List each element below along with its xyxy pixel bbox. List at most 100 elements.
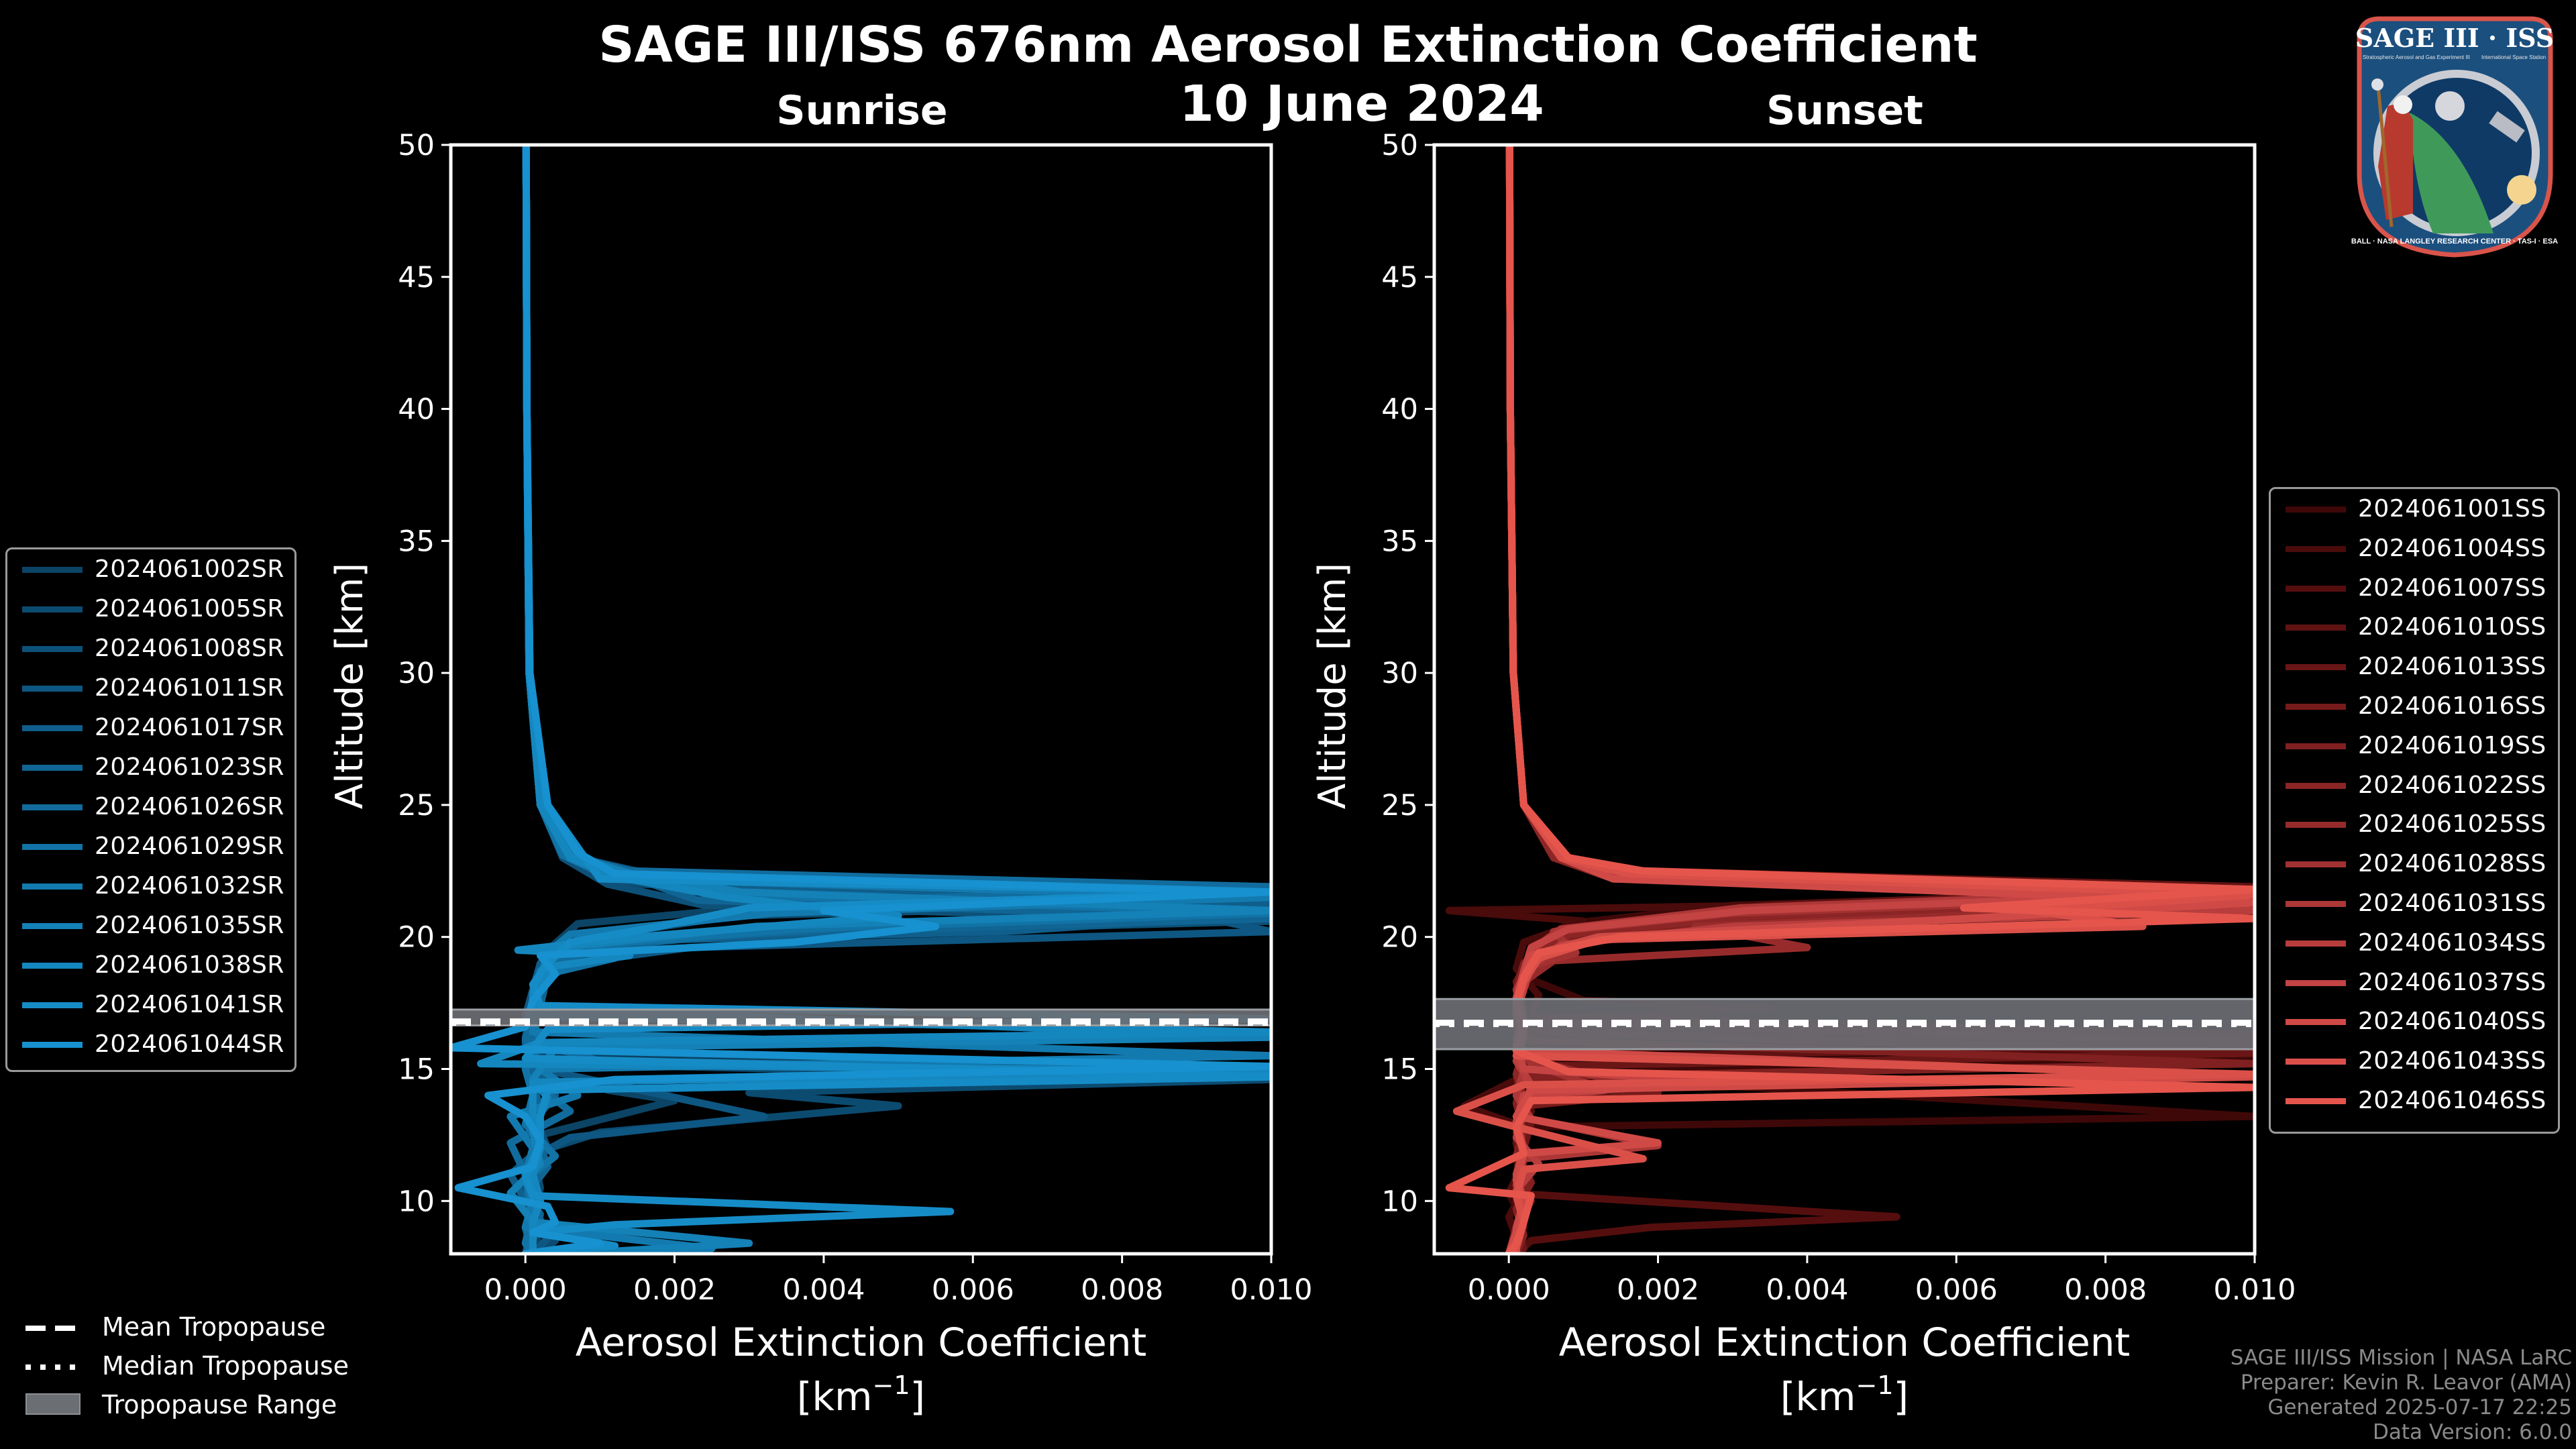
legend-label: 2024061022SS [2358,771,2546,799]
sunset-panel-title: Sunset [1766,87,1923,134]
logo-earth-icon [2410,113,2493,233]
logo-subtitle-left: Stratospheric Aerosol and Gas Experiment… [2363,54,2470,60]
axes-frame [1432,143,2257,1256]
legend-item-2024061002SR: 2024061002SR [7,556,294,583]
legend-item-2024061011SR: 2024061011SR [7,675,294,702]
legend-line-swatch-icon [2286,545,2346,552]
x-tick-label: 0.006 [1915,1273,1998,1307]
y-axis-label: Altitude [km] [328,563,372,809]
x-tick-label: 0.000 [484,1273,567,1307]
dotted-line-icon [25,1364,80,1370]
credit-mission: SAGE III/ISS Mission | NASA LaRC [2230,1346,2572,1370]
profile-line-2024061044SR [451,145,1271,1254]
legend-line-swatch-icon [2286,861,2346,868]
x-tick-label: 0.010 [2213,1273,2296,1307]
legend-line-swatch-icon [2286,625,2346,631]
y-tick-label: 20 [1381,921,1418,955]
legend-item-2024061044SR: 2024061044SR [7,1031,294,1058]
legend-item-2024061004SS: 2024061004SS [2271,535,2558,562]
legend-label: 2024061001SS [2358,495,2546,523]
x-tick-label: 0.000 [1468,1273,1550,1307]
x-tick-label: 0.002 [633,1273,716,1307]
legend-line-swatch-icon [2286,585,2346,592]
logo-title: SAGE III · ISS [2355,23,2554,53]
legend-line-swatch-icon [2286,664,2346,671]
legend-item-median-tropopause: Median Tropopause [20,1347,396,1385]
legend-line-swatch-icon [2286,822,2346,828]
legend-label: 2024061002SR [95,555,284,583]
logo-ring-text: BALL · NASA LANGLEY RESEARCH CENTER · TA… [2351,237,2558,246]
x-axis-label: Aerosol Extinction Coefficient [1559,1320,2131,1365]
x-tick-label: 0.008 [1081,1273,1163,1307]
legend-item-2024061046SS: 2024061046SS [2271,1087,2558,1114]
y-tick-label: 15 [398,1053,435,1087]
x-axis-label: Aerosol Extinction Coefficient [576,1320,1147,1365]
figure-title: SAGE III/ISS 676nm Aerosol Extinction Co… [598,16,1978,74]
legend-label: 2024061008SR [95,635,284,662]
tropopause-range-band [451,1008,1271,1027]
legend-line-swatch-icon [2286,901,2346,907]
y-tick-label: 25 [1381,789,1418,822]
legend-label: 2024061034SS [2358,928,2546,957]
legend-label: 2024061031SS [2358,890,2546,917]
legend-item-2024061026SR: 2024061026SR [7,794,294,820]
profile-line-2024061041SR [521,145,1271,1254]
legend-line-swatch-icon [2286,1098,2346,1104]
legend-item-2024061025SS: 2024061025SS [2271,811,2558,838]
y-tick-label: 30 [398,657,435,690]
x-tick-label: 0.010 [1230,1273,1312,1307]
legend-item-2024061028SS: 2024061028SS [2271,851,2558,877]
legend-item-2024061040SS: 2024061040SS [2271,1008,2558,1035]
legend-item-tropopause-range: Tropopause Range [20,1386,396,1424]
x-tick-label: 0.004 [782,1273,865,1307]
legend-item-2024061041SR: 2024061041SR [7,991,294,1018]
legend-line-swatch-icon [2286,743,2346,749]
legend-label: 2024061035SR [95,912,284,939]
legend-item-2024061022SS: 2024061022SS [2271,771,2558,799]
legend-item-2024061017SR: 2024061017SR [7,714,294,741]
legend-item-2024061001SS: 2024061001SS [2271,496,2558,523]
y-tick-label: 45 [1381,261,1418,294]
logo-staff-icon [2376,85,2394,227]
axes-frame [449,143,1273,1256]
sunrise-panel-title: Sunrise [776,87,948,134]
legend-item-2024061013SS: 2024061013SS [2271,653,2558,680]
y-tick-label: 40 [398,393,435,427]
legend-item-2024061031SS: 2024061031SS [2271,890,2558,917]
credit-generated: Generated 2025-07-17 22:25 [2267,1395,2572,1419]
logo-wizard-beard [2394,95,2412,114]
plot-area [1434,145,2255,1254]
sunrise-legend: 2024061002SR 2024061005SR 2024061008SR 2024… [5,547,297,1072]
legend-label: 2024061032SR [95,872,284,900]
legend-label: 2024061016SS [2358,692,2546,720]
logo-moon-icon [2435,91,2465,121]
x-tick-label: 0.002 [1617,1273,1699,1307]
legend-label: 2024061040SS [2358,1008,2546,1036]
plot-area [451,145,1271,1254]
mean-tropopause-label: Mean Tropopause [102,1312,326,1342]
y-tick-label: 50 [398,129,435,162]
y-tick-label: 25 [398,789,435,822]
median-tropopause-label: Median Tropopause [102,1351,349,1381]
logo-sun-icon [2507,175,2536,205]
legend-item-2024061016SS: 2024061016SS [2271,693,2558,720]
legend-label: 2024061019SS [2358,731,2546,759]
legend-label: 2024061005SR [95,595,284,623]
legend-label: 2024061038SR [95,951,284,979]
y-tick-label: 40 [1381,393,1418,427]
legend-line-swatch-icon [22,804,83,810]
sunset-panel: 10 15 20 25 30 35 40 45 50 0.000 0.002 0.004 0.006 0.… [1311,129,2296,1419]
x-tick-label: 0.006 [932,1273,1014,1307]
legend-item-2024061043SS: 2024061043SS [2271,1048,2558,1075]
range-patch-icon [25,1393,80,1415]
legend-line-swatch-icon [2286,506,2346,513]
sage-iii-iss-mission-logo: SAGE III · ISS Stratospheric Aerosol and… [2351,16,2558,258]
legend-item-2024061034SS: 2024061034SS [2271,928,2558,957]
logo-iss-icon [2489,111,2525,143]
credits-block: SAGE III/ISS Mission | NASA LaRC Prepare… [2231,1346,2572,1445]
x-tick-label: 0.004 [1766,1273,1848,1307]
legend-label: 2024061013SS [2358,653,2546,681]
legend-line-swatch-icon [22,1002,83,1008]
legend-item-2024061032SR: 2024061032SR [7,873,294,900]
